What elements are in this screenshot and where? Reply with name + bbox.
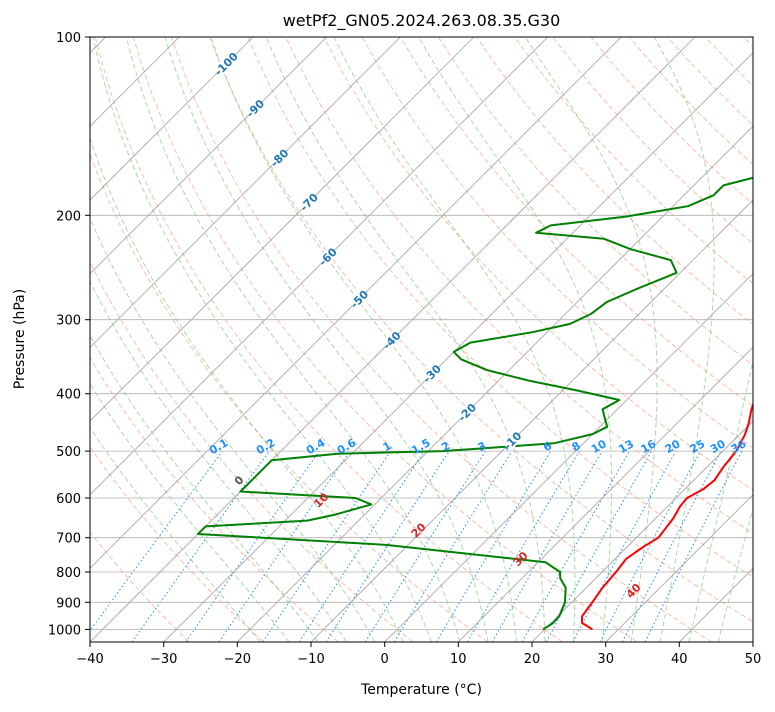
x-tick-label: 10 — [450, 652, 467, 667]
x-tick-label: 0 — [381, 652, 389, 667]
chart-title: wetPf2_GN05.2024.263.08.35.G30 — [283, 11, 561, 31]
y-tick-label: 400 — [56, 388, 81, 403]
x-tick-label: 40 — [671, 652, 688, 667]
x-tick-label: −20 — [224, 652, 251, 667]
x-axis-label: Temperature (°C) — [360, 682, 482, 698]
y-axis-label: Pressure (hPa) — [12, 289, 28, 389]
y-tick-label: 600 — [56, 492, 81, 507]
x-tick-label: −10 — [297, 652, 324, 667]
x-tick-label: 50 — [745, 652, 762, 667]
y-tick-label: 700 — [56, 532, 81, 547]
y-tick-label: 800 — [56, 566, 81, 581]
x-tick-label: −40 — [76, 652, 103, 667]
y-tick-label: 900 — [56, 596, 81, 611]
x-tick-label: 30 — [597, 652, 614, 667]
y-tick-label: 200 — [56, 209, 81, 224]
y-tick-label: 100 — [56, 31, 81, 46]
y-tick-label: 1000 — [48, 623, 81, 638]
x-tick-label: 20 — [524, 652, 541, 667]
x-tick-label: −30 — [150, 652, 177, 667]
y-tick-label: 300 — [56, 314, 81, 329]
y-tick-label: 500 — [56, 445, 81, 460]
